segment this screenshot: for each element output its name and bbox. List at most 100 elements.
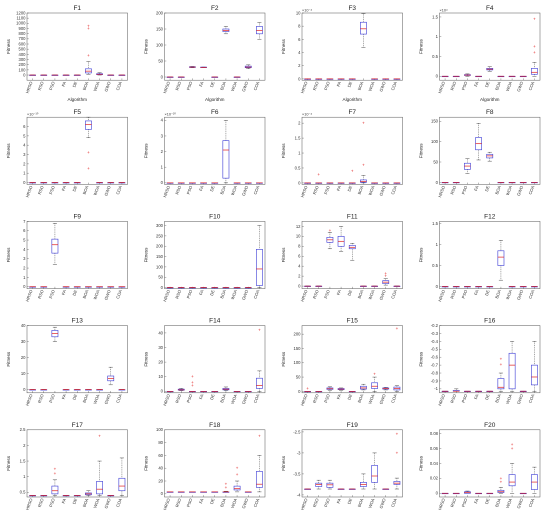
x-tick-label: COA xyxy=(115,497,123,507)
x-tick-label: COA xyxy=(253,81,261,91)
y-axis-label: Fitness xyxy=(281,351,286,367)
y-tick-label: 6 xyxy=(23,228,26,233)
box-rso xyxy=(452,75,460,78)
y-tick-label: -4 xyxy=(297,492,301,497)
y-tick-label: 1 xyxy=(436,242,439,247)
y-tick-label: 30 xyxy=(21,339,26,344)
subplot-f12: F12 0 0.5 1 1.5 Fitness HRSO RSO PSO FA DE BOA WOA GW… xyxy=(419,213,541,302)
box-coa xyxy=(531,466,538,494)
box-iqr xyxy=(96,481,103,495)
box-pso xyxy=(189,66,196,68)
box-rso: + xyxy=(315,172,323,184)
x-tick-label: COA xyxy=(253,289,261,299)
y-tick-label: 0 xyxy=(298,180,301,185)
x-tick-label: RSO xyxy=(312,184,320,195)
subplot-title: F8 xyxy=(486,109,494,116)
x-tick-label: RSO xyxy=(37,289,45,300)
box-iqr xyxy=(531,364,538,386)
y-tick-label: 150 xyxy=(156,26,164,31)
box-coa xyxy=(531,182,538,184)
box-de xyxy=(211,76,219,78)
x-tick-label: COA xyxy=(253,185,261,195)
y-tick-label: 2 xyxy=(298,63,301,68)
x-tick-label: COA xyxy=(528,497,536,507)
box-pso xyxy=(464,158,471,174)
x-tick-label: GWO xyxy=(378,184,387,196)
box-gwo xyxy=(519,182,527,184)
box-fa xyxy=(337,488,345,490)
x-tick-label: WOA xyxy=(92,393,100,404)
x-tick-label: WOA xyxy=(367,497,375,508)
box-fa xyxy=(200,287,207,289)
box-pso xyxy=(326,78,334,80)
y-tick-label: 50 xyxy=(158,275,163,280)
box-woa: ++ xyxy=(508,442,516,494)
subplot-f11: F11 0 2 4 6 8 10 12 Fitness HRSO RSO PSO FA DE BOA WOA G… xyxy=(281,213,403,302)
outlier-marker: + xyxy=(396,326,399,331)
y-tick-label: 500 xyxy=(19,47,27,52)
box-hrso xyxy=(441,390,449,393)
x-tick-label: WOA xyxy=(92,497,100,508)
box-rso xyxy=(40,495,48,497)
x-tick-label: COA xyxy=(115,185,123,195)
x-tick-label: BOA xyxy=(357,81,365,91)
plot-area xyxy=(164,221,266,289)
y-tick-label: 0 xyxy=(298,284,301,289)
y-tick-label: 6 xyxy=(298,37,301,42)
y-axis-label: Fitness xyxy=(144,247,149,263)
x-tick-label: FA xyxy=(473,185,480,192)
outlier-marker: + xyxy=(500,480,503,485)
y-tick-label: 800 xyxy=(19,31,27,36)
subplot-title: F13 xyxy=(72,318,84,325)
box-coa: + xyxy=(256,434,263,493)
box-rso xyxy=(315,78,323,80)
x-axis-label: Algorithm xyxy=(480,97,500,102)
y-tick-label: 12 xyxy=(296,224,301,229)
y-tick-label: 1100 xyxy=(16,16,26,21)
y-tick-label: 5 xyxy=(23,133,26,138)
y-axis-label: Fitness xyxy=(419,455,424,471)
box-iqr xyxy=(508,352,516,390)
outlier-marker: + xyxy=(225,482,228,487)
subplot-title: F2 xyxy=(211,5,219,12)
outlier-marker: + xyxy=(351,168,354,173)
box-gwo xyxy=(244,390,252,393)
outlier-marker: + xyxy=(306,386,309,391)
x-tick-label: GWO xyxy=(103,393,112,405)
x-tick-label: WOA xyxy=(367,81,375,92)
box-de xyxy=(486,152,494,162)
outlier-marker: + xyxy=(87,166,90,171)
box-de: + xyxy=(348,168,356,184)
box-gwo xyxy=(244,182,252,184)
y-tick-label: 20 xyxy=(21,355,26,360)
x-tick-label: RSO xyxy=(449,289,457,300)
x-tick-label: WOA xyxy=(367,393,375,404)
x-tick-label: RSO xyxy=(312,393,320,404)
axis-exponent: ×10⁻⁴ xyxy=(302,113,312,117)
box-woa xyxy=(96,389,103,391)
y-tick-label: 2 xyxy=(298,121,301,126)
x-tick-label: RSO xyxy=(174,497,182,508)
y-tick-label: 0 xyxy=(161,491,164,496)
x-tick-label: WOA xyxy=(92,81,100,92)
x-tick-label: BOA xyxy=(494,185,502,195)
y-axis-label: Fitness xyxy=(281,143,286,159)
outlier-marker: + xyxy=(87,150,90,155)
box-pso xyxy=(326,480,334,490)
box-rso xyxy=(452,492,460,495)
x-tick-label: DE xyxy=(71,393,78,400)
x-tick-label: HRSO xyxy=(162,289,171,303)
y-axis-label: Fitness xyxy=(419,38,424,54)
box-de xyxy=(348,391,356,393)
subplot-title: F5 xyxy=(73,109,81,116)
x-tick-label: GWO xyxy=(103,289,112,301)
x-axis-label: Algorithm xyxy=(343,97,363,102)
x-axis-label: Algorithm xyxy=(205,97,225,102)
y-tick-label: 0 xyxy=(436,74,439,79)
box-de xyxy=(486,286,494,288)
outlier-marker: + xyxy=(362,162,365,167)
x-tick-label: BOA xyxy=(82,393,90,403)
subplot-title: F19 xyxy=(347,422,359,429)
x-tick-label: GWO xyxy=(103,184,112,196)
x-tick-label: PSO xyxy=(48,80,56,91)
